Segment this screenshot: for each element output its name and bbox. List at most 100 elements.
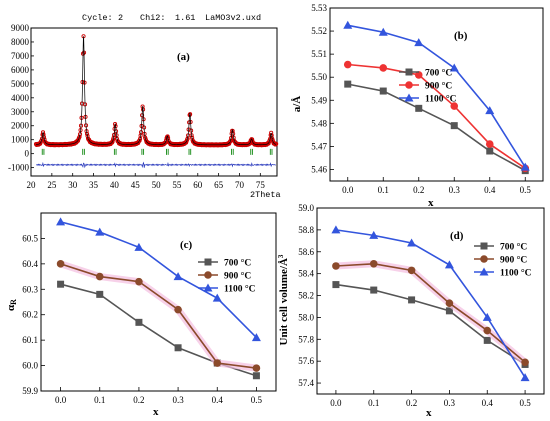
panel-a-y-tick-label: -1000 [8, 163, 29, 173]
panel-a-calculated-line [35, 36, 277, 146]
panel-a-chi2-label: Chi2: [140, 13, 166, 23]
panel-c-y-tick-label: 60.0 [22, 361, 38, 371]
panel-b-data-point [379, 87, 387, 95]
panel-b-data-point [450, 102, 459, 110]
panel-a-x-tick-label: 65 [214, 180, 224, 190]
panel-a-difference-line [35, 161, 276, 169]
panel-a-cycle-value: 2 [118, 13, 123, 23]
panel-d-y-tick-label: 58.6 [298, 247, 314, 257]
panel-b-data-point [343, 60, 352, 69]
panel-d-legend-marker [480, 242, 488, 250]
panel-d-x-tick-label: 0.1 [368, 398, 379, 408]
panel-c-data-point [135, 277, 143, 286]
panel-b-y-tick-label: 5.50 [311, 72, 327, 82]
panel-a-x-tick-label: 30 [68, 180, 78, 190]
panel-a-x-tick-label: 35 [89, 180, 99, 190]
panel-b-y-tick-label: 5.46 [311, 164, 327, 174]
panel-a-y-tick-label: 5000 [11, 79, 30, 89]
panel-c-x-tick-label: 0.2 [133, 395, 144, 405]
panel-b-legend-label: 900 °C [425, 81, 452, 92]
panel-d-data-point [407, 266, 416, 275]
panel-a-y-tick-label: 9000 [11, 23, 30, 33]
panel-c-y-tick-label: 60.3 [22, 284, 38, 294]
panel-b-data-point [449, 63, 459, 72]
panel-b-frame [329, 7, 544, 182]
panel-a-x-tick-label: 45 [131, 180, 141, 190]
panel-a-y-tick-label: 4000 [11, 93, 30, 103]
panel-c-y-axis-label: αR [5, 299, 18, 311]
panel-d-legend-marker [480, 255, 488, 263]
panel-d-x-tick-label: 0.4 [482, 398, 494, 408]
panel-d-data-point [370, 286, 378, 294]
panel-d-data-point [444, 260, 454, 269]
panel-b-series-line [347, 24, 526, 168]
panel-d-legend-label: 1100 °C [500, 268, 532, 279]
panel-b-data-point [378, 27, 388, 36]
panel-b-x-tick-label: 0.3 [449, 185, 461, 195]
panel-d-y-tick-label: 58.2 [298, 291, 314, 301]
panel-d-series-line [335, 283, 526, 366]
panel-b-legend-marker [404, 93, 414, 102]
panel-b-lattice-parameter: 0.0 0.1 0.2 0.3 0.4 0.5 5.46 5.47 5.48 5.49 5.50 5.… [291, 3, 544, 209]
panel-c-data-point [96, 290, 104, 298]
panel-a-y-tick-label: 2000 [11, 121, 30, 131]
panel-c-data-point [174, 344, 182, 352]
panel-c-data-point [252, 364, 261, 372]
panel-a-observed-point [137, 138, 142, 143]
panel-d-data-point [445, 307, 453, 315]
panel-a-y-tick-label: 1000 [11, 135, 30, 145]
panel-b-x-tick-label: 0.0 [342, 185, 354, 195]
panel-d-y-tick-label: 58.4 [298, 269, 314, 279]
panel-c-legend-label: 700 °C [224, 258, 251, 269]
panel-d-legend-label: 900 °C [500, 255, 527, 266]
panel-c-x-tick-label: 0.0 [55, 395, 67, 405]
panel-d-data-point [407, 238, 417, 247]
panel-b-y-tick-label: 5.53 [311, 3, 327, 13]
panel-d-series-line [335, 262, 526, 363]
panel-a-y-tick-label: 0 [25, 149, 30, 159]
panel-a-y-tick-label: 8000 [11, 37, 30, 47]
panel-d-y-tick-label: 58.0 [298, 312, 314, 322]
panel-c-data-point [251, 333, 261, 342]
panel-a-label: (a) [177, 51, 190, 63]
panel-d-y-tick-label: 57.8 [298, 334, 314, 344]
panel-d-x-tick-label: 0.5 [519, 398, 531, 408]
panel-c-series-line [60, 263, 257, 369]
panel-c-data-point [95, 227, 105, 236]
panel-c-data-point [95, 272, 104, 281]
panel-b-legend-marker [405, 81, 413, 89]
panel-c-data-point [173, 272, 183, 281]
panel-b-y-tick-label: 5.47 [311, 141, 327, 151]
panel-a-chi2-value: 1.61 [175, 13, 195, 23]
panel-c-legend-marker [204, 258, 212, 266]
panel-b-data-point [414, 38, 424, 47]
panel-c-y-tick-label: 60.5 [22, 233, 38, 243]
panel-a-observed-point [164, 138, 169, 143]
panel-a-x-tick-label: 60 [193, 180, 203, 190]
panel-b-series-line [347, 63, 526, 169]
panel-c-x-axis-label: x [153, 406, 159, 418]
panel-d-x-tick-label: 0.2 [406, 398, 417, 408]
panel-c-series-line [60, 221, 257, 339]
panel-c-legend-label: 1100 °C [224, 284, 256, 295]
panel-c-data-point [174, 305, 182, 314]
panel-d-y-axis-label: Unit cell volume/Å3 [277, 254, 290, 345]
panel-c-frame [40, 212, 277, 392]
panel-d-data-point [331, 225, 341, 234]
panel-b-legend-label: 1100 °C [425, 94, 457, 105]
panel-b-legend-label: 700 °C [425, 68, 452, 79]
panel-c-data-point [213, 359, 222, 367]
panel-b-y-tick-label: 5.49 [311, 95, 327, 105]
panel-b-legend-marker [405, 68, 413, 76]
panel-c-data-point [56, 260, 65, 268]
panel-c-data-point [135, 318, 143, 326]
panel-d-data-point [408, 296, 416, 304]
panel-b-x-tick-label: 0.1 [378, 185, 389, 195]
panel-d-data-point [521, 358, 529, 367]
panel-a-x-tick-label: 20 [27, 180, 37, 190]
panel-b-data-point [344, 80, 352, 88]
panel-b-data-point [415, 104, 423, 112]
panel-a-xrd-pattern: 20 25 30 35 40 45 50 55 60 65 70 75 -1000 0 1000 2000 30… [8, 13, 281, 200]
panel-d-data-point [482, 312, 492, 321]
panel-b-data-point [486, 147, 494, 155]
